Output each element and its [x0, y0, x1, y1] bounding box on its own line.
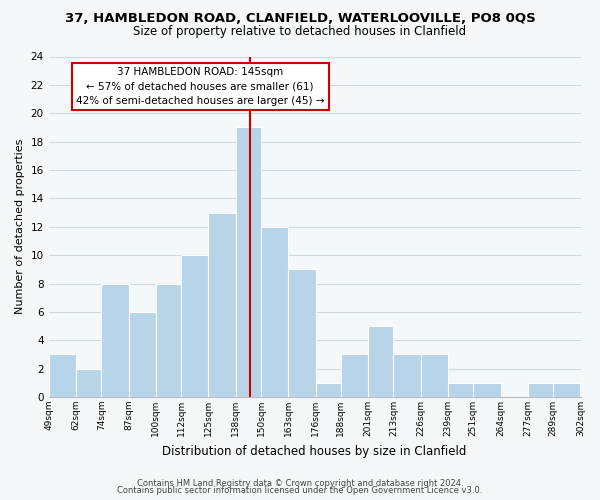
Bar: [448, 383, 473, 397]
Y-axis label: Number of detached properties: Number of detached properties: [15, 139, 25, 314]
Bar: [261, 227, 289, 397]
Bar: [49, 354, 76, 397]
Bar: [341, 354, 368, 397]
Bar: [101, 284, 128, 397]
Bar: [316, 383, 341, 397]
Bar: [473, 383, 500, 397]
Bar: [181, 255, 208, 397]
Bar: [156, 284, 181, 397]
Bar: [528, 383, 553, 397]
Bar: [394, 354, 421, 397]
Bar: [289, 270, 316, 397]
Text: 37 HAMBLEDON ROAD: 145sqm
← 57% of detached houses are smaller (61)
42% of semi-: 37 HAMBLEDON ROAD: 145sqm ← 57% of detac…: [76, 66, 325, 106]
Bar: [128, 312, 156, 397]
Text: Size of property relative to detached houses in Clanfield: Size of property relative to detached ho…: [133, 25, 467, 38]
Text: 37, HAMBLEDON ROAD, CLANFIELD, WATERLOOVILLE, PO8 0QS: 37, HAMBLEDON ROAD, CLANFIELD, WATERLOOV…: [65, 12, 535, 26]
Bar: [208, 212, 236, 397]
Bar: [236, 128, 261, 397]
Bar: [421, 354, 448, 397]
Bar: [368, 326, 394, 397]
Bar: [553, 383, 580, 397]
Text: Contains HM Land Registry data © Crown copyright and database right 2024.: Contains HM Land Registry data © Crown c…: [137, 478, 463, 488]
Bar: [76, 368, 101, 397]
Text: Contains public sector information licensed under the Open Government Licence v3: Contains public sector information licen…: [118, 486, 482, 495]
X-axis label: Distribution of detached houses by size in Clanfield: Distribution of detached houses by size …: [163, 444, 467, 458]
